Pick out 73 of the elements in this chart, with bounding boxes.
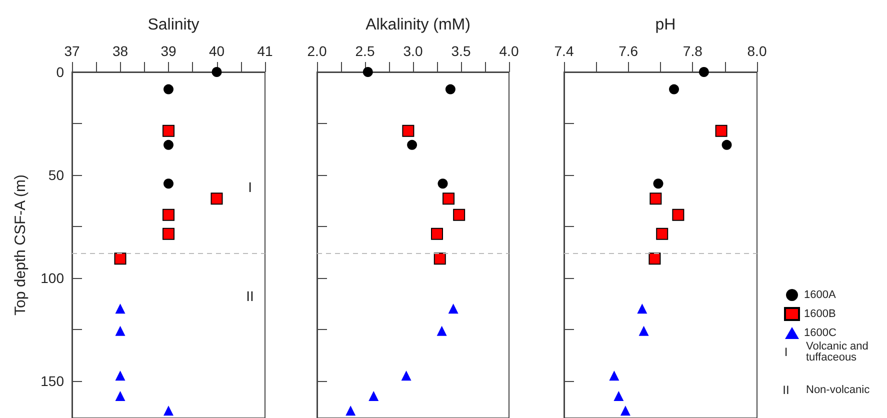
point	[609, 370, 620, 381]
point	[453, 208, 466, 221]
point	[115, 304, 126, 314]
point	[620, 406, 630, 416]
point	[650, 192, 662, 205]
y-tick-label: 150	[40, 372, 64, 389]
legend-label: 1600B	[804, 308, 836, 320]
legend-label: 1600A	[804, 289, 836, 301]
point	[436, 326, 447, 336]
point	[407, 140, 418, 150]
point	[431, 228, 443, 240]
point	[114, 252, 126, 265]
x-tick-label: 39	[160, 43, 176, 59]
y-tick-label: 0	[56, 64, 64, 80]
point	[402, 124, 414, 137]
legend-label: 1600C	[804, 327, 836, 339]
y-axis-title: Top depth CSF-A (m)	[12, 174, 29, 316]
point	[346, 406, 356, 416]
point	[669, 84, 680, 94]
x-tick-label: 7.4	[554, 43, 574, 59]
point	[210, 192, 223, 205]
point	[715, 124, 728, 137]
y-tick-label: 50	[48, 166, 64, 183]
point	[162, 228, 174, 240]
point	[212, 67, 222, 77]
point	[434, 252, 446, 265]
point	[698, 67, 709, 77]
text: I	[784, 345, 788, 359]
point	[656, 228, 668, 240]
chart-title: pH	[655, 16, 676, 34]
x-tick-label: 7.6	[618, 43, 638, 59]
x-tick-label: 38	[112, 43, 128, 59]
point	[115, 326, 126, 336]
point	[445, 84, 456, 94]
point	[115, 390, 126, 401]
point	[115, 370, 126, 381]
x-tick-label: 2.0	[307, 43, 327, 59]
x-tick-label: 3.0	[403, 43, 423, 59]
x-tick-label: 40	[208, 43, 225, 59]
x-tick-label: 8.0	[747, 43, 767, 59]
point	[614, 390, 624, 401]
chart-title: Salinity	[148, 16, 200, 34]
x-tick-label: 41	[257, 43, 273, 59]
point	[637, 304, 648, 314]
y-tick-label: 100	[40, 270, 64, 286]
annotation: II	[246, 288, 254, 304]
point	[401, 370, 412, 381]
text: Non-volcanic	[806, 384, 870, 396]
point	[442, 192, 455, 205]
point	[648, 252, 661, 265]
x-tick-label: 7.8	[682, 43, 703, 59]
x-tick-label: 37	[64, 43, 80, 59]
point	[162, 124, 174, 137]
point	[672, 208, 684, 221]
point	[368, 390, 379, 401]
chart-title: Alkalinity (mM)	[366, 16, 470, 34]
point	[448, 304, 458, 314]
x-tick-label: 2.5	[355, 43, 375, 59]
point	[722, 140, 732, 150]
point	[653, 178, 664, 189]
point	[164, 84, 174, 94]
point	[164, 140, 174, 150]
x-tick-label: 4.0	[499, 43, 519, 59]
annotation: I	[248, 179, 252, 196]
point	[162, 208, 174, 221]
point	[638, 326, 649, 336]
point	[164, 178, 174, 189]
x-tick-label: 3.5	[451, 43, 471, 59]
text: II	[782, 383, 790, 397]
point	[362, 67, 373, 77]
point	[438, 178, 448, 189]
text: Volcanic and tuffaceous	[806, 340, 872, 364]
point	[164, 406, 174, 416]
